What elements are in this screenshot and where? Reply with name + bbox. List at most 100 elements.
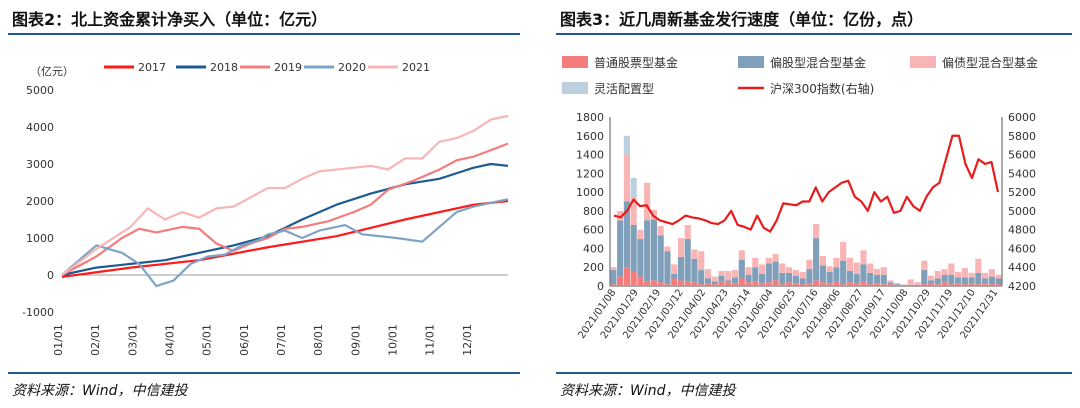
bar-segment-1 [921, 270, 928, 285]
bar-segment-0 [954, 283, 962, 286]
bar-segment-1 [684, 239, 691, 282]
bar-segment-2 [840, 241, 847, 261]
y2-tick-label: 6000 [1008, 111, 1036, 124]
bar-segment-0 [833, 281, 840, 286]
bar-segment-1 [954, 277, 962, 284]
bar-segment-0 [698, 284, 705, 286]
bar-segment-1 [610, 270, 617, 285]
right-chart-title: 图表3：近几周新基金发行速度（单位：亿份，点） [560, 10, 924, 29]
bar-segment-2 [644, 182, 651, 221]
series-line-2018 [61, 162, 509, 277]
bar-segment-0 [860, 281, 867, 286]
y2-tick-label: 5800 [1008, 130, 1036, 143]
left-chart-source: 资料来源：Wind，中信建投 [12, 383, 188, 399]
x-tick-label: 05/01 [201, 324, 214, 356]
bar-segment-0 [772, 280, 779, 286]
bar-segment-2 [927, 275, 935, 281]
bar-segment-0 [677, 280, 685, 286]
y-tick-label: 400 [583, 242, 604, 255]
bar-segment-3 [623, 135, 630, 155]
bar-segment-1 [846, 270, 854, 283]
bar-segment-0 [779, 284, 786, 286]
bar-segment-2 [779, 263, 786, 273]
bar-segment-0 [934, 284, 941, 286]
left-chart-panel: 图表2：北上资金累计净买入（单位：亿元） （亿元） 2017 2018 2019 202… [0, 0, 528, 408]
bar-segment-1 [731, 277, 739, 284]
bar-segment-0 [846, 282, 854, 286]
bar-segment-1 [833, 267, 840, 282]
bar-segment-3 [630, 178, 637, 197]
y-tick-label: 2000 [26, 195, 54, 208]
bar-segment-0 [995, 284, 1002, 286]
left-y-axis-label: （亿元） [30, 65, 74, 78]
series-line-2020 [61, 198, 509, 288]
bar-segment-1 [826, 271, 833, 284]
bar-segment-1 [988, 276, 995, 285]
bar-segment-2 [758, 264, 766, 274]
y2-tick-label: 5200 [1008, 186, 1036, 199]
legend-label-2019: 2019 [274, 61, 302, 74]
bar-segment-0 [887, 284, 894, 286]
bar-segment-1 [806, 269, 813, 284]
bar-segment-0 [758, 283, 766, 286]
bar-segment-1 [745, 274, 752, 283]
bar-segment-1 [758, 273, 766, 284]
bar-segment-2 [948, 263, 955, 275]
bar-segment-1 [752, 267, 759, 282]
bar-segment-1 [779, 272, 786, 285]
series-line-2019 [61, 142, 509, 276]
y-tick-label: 0 [47, 269, 54, 282]
bar-segment-0 [684, 281, 691, 286]
bar-segment-2 [806, 259, 813, 270]
bar-segment-0 [623, 267, 630, 286]
bar-segment-0 [806, 283, 813, 286]
bar-segment-0 [725, 282, 732, 286]
bar-segment-0 [961, 284, 968, 286]
bar-segment-1 [873, 274, 881, 284]
bar-segment-0 [657, 282, 664, 286]
bar-segment-0 [630, 271, 637, 286]
bar-segment-1 [813, 238, 820, 281]
bar-segment-1 [623, 201, 630, 268]
bar-segment-1 [961, 277, 968, 285]
legend-label-4: 沪深300指数(右轴) [770, 81, 874, 96]
bar-segment-2 [698, 251, 705, 271]
bar-segment-0 [765, 282, 772, 286]
bar-segment-1 [718, 275, 725, 282]
bar-segment-2 [934, 270, 941, 279]
series-line-2017 [61, 199, 509, 278]
bar-segment-1 [819, 265, 826, 283]
bar-segment-2 [637, 229, 644, 240]
legend-label-3: 灵活配置型 [594, 82, 654, 96]
y-tick-label: 200 [583, 261, 604, 274]
bar-segment-1 [975, 272, 982, 285]
bar-segment-0 [650, 280, 658, 286]
bar-segment-2 [704, 269, 712, 279]
bar-segment-2 [995, 274, 1002, 279]
bar-segment-0 [894, 285, 901, 286]
bar-segment-0 [617, 276, 624, 286]
series-line-2021 [61, 114, 509, 276]
bar-segment-0 [799, 284, 806, 286]
legend-swatch-2 [910, 56, 936, 68]
bar-segment-1 [941, 274, 948, 283]
bar-segment-2 [617, 210, 624, 221]
y2-tick-label: 4800 [1008, 224, 1036, 237]
bar-segment-2 [921, 260, 928, 271]
y2-tick-label: 4600 [1008, 242, 1036, 255]
bar-segment-0 [786, 282, 793, 286]
left-chart-title: 图表2：北上资金累计净买入（单位：亿元） [12, 10, 328, 29]
bar-segment-0 [664, 284, 671, 286]
bar-segment-1 [691, 258, 698, 283]
bar-segment-1 [894, 284, 901, 286]
bar-segment-0 [982, 283, 989, 286]
bar-segment-0 [873, 283, 881, 286]
bar-segment-2 [941, 269, 948, 275]
bar-segment-1 [711, 281, 718, 285]
bar-segment-0 [948, 284, 955, 286]
bar-segment-0 [745, 282, 752, 286]
bar-segment-1 [982, 278, 989, 284]
bar-segment-2 [907, 279, 914, 286]
bar-segment-2 [860, 250, 867, 265]
